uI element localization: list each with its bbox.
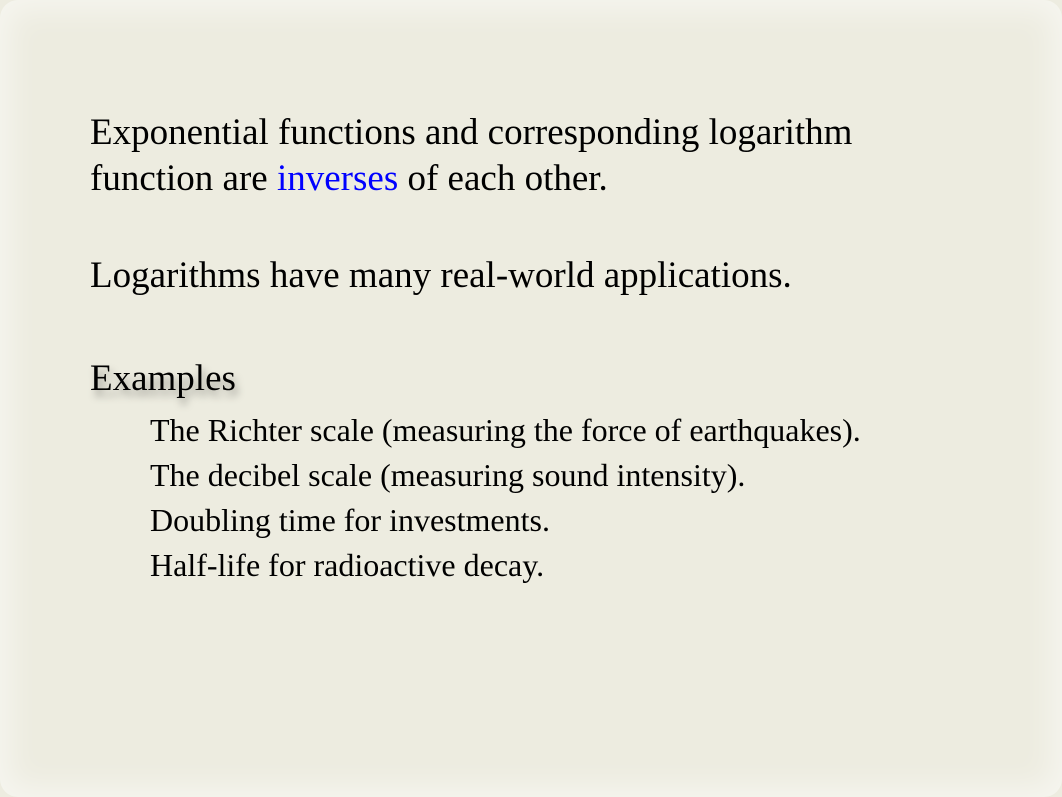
example-item: Half-life for radioactive decay. (150, 545, 972, 586)
examples-heading: Examples (90, 357, 972, 400)
example-item: The decibel scale (measuring sound inten… (150, 455, 972, 496)
para1-after: of each other. (398, 158, 608, 199)
intro-paragraph-2: Logarithms have many real-world applicat… (90, 253, 972, 299)
intro-paragraph-1: Exponential functions and corresponding … (90, 110, 972, 203)
examples-list: The Richter scale (measuring the force o… (90, 410, 972, 586)
example-item: Doubling time for investments. (150, 500, 972, 541)
para1-highlight: inverses (277, 158, 398, 199)
example-item: The Richter scale (measuring the force o… (150, 410, 972, 451)
